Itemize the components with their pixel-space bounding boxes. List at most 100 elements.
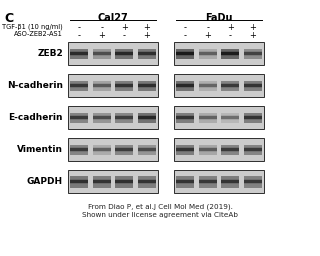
Bar — [115, 57, 133, 59]
Bar — [138, 114, 156, 116]
Bar — [176, 182, 194, 184]
Bar — [93, 82, 111, 84]
Bar — [199, 145, 217, 146]
Bar — [176, 180, 194, 182]
Bar — [70, 89, 88, 91]
Bar — [93, 50, 111, 52]
Bar — [244, 186, 262, 188]
Bar — [221, 177, 239, 179]
Bar — [176, 81, 194, 82]
Bar — [199, 114, 217, 116]
Bar — [221, 183, 239, 185]
Bar — [115, 50, 133, 52]
Bar — [176, 113, 194, 114]
Bar — [138, 87, 156, 88]
Bar — [70, 86, 88, 87]
Text: +: + — [121, 23, 128, 32]
Bar — [138, 54, 156, 55]
Bar — [176, 145, 194, 146]
Bar — [176, 87, 194, 88]
Text: -: - — [123, 31, 126, 40]
Bar — [221, 182, 239, 184]
Bar — [176, 116, 194, 118]
Bar — [93, 186, 111, 188]
Bar — [93, 87, 111, 88]
Bar — [115, 55, 133, 56]
Bar — [221, 52, 239, 54]
Bar — [115, 51, 133, 53]
Bar — [70, 55, 88, 56]
Bar — [93, 151, 111, 152]
Bar — [221, 81, 239, 82]
Bar — [199, 121, 217, 123]
Bar — [244, 118, 262, 119]
Bar — [115, 121, 133, 123]
Bar — [244, 56, 262, 58]
Bar — [68, 170, 158, 193]
Bar — [244, 113, 262, 114]
Bar — [176, 186, 194, 188]
Bar — [93, 182, 111, 184]
Bar — [70, 177, 88, 179]
Bar — [176, 57, 194, 59]
Bar — [68, 138, 158, 161]
Bar — [176, 119, 194, 120]
Bar — [221, 153, 239, 155]
Bar — [199, 115, 217, 117]
Bar — [199, 186, 217, 188]
Bar — [244, 81, 262, 82]
Bar — [115, 83, 133, 85]
Bar — [115, 114, 133, 116]
Bar — [138, 184, 156, 186]
Bar — [176, 52, 194, 54]
Bar — [138, 179, 156, 180]
Bar — [115, 81, 133, 82]
Bar — [93, 115, 111, 117]
Text: +: + — [143, 23, 150, 32]
Bar — [138, 120, 156, 122]
Bar — [93, 184, 111, 186]
Bar — [115, 180, 133, 182]
Bar — [93, 84, 111, 86]
Bar — [244, 114, 262, 116]
Bar — [176, 151, 194, 152]
Bar — [221, 151, 239, 152]
Bar — [115, 118, 133, 119]
Bar — [115, 177, 133, 179]
Bar — [138, 113, 156, 114]
Bar — [93, 86, 111, 87]
Bar — [115, 182, 133, 184]
Bar — [221, 87, 239, 88]
Bar — [199, 120, 217, 122]
Bar — [221, 147, 239, 149]
Bar — [244, 179, 262, 180]
Bar — [68, 42, 158, 65]
Bar — [176, 56, 194, 58]
Bar — [221, 55, 239, 56]
Bar — [93, 180, 111, 182]
Bar — [176, 150, 194, 151]
Bar — [176, 114, 194, 116]
Bar — [70, 81, 88, 82]
Bar — [93, 88, 111, 90]
Bar — [70, 179, 88, 180]
Bar — [221, 116, 239, 118]
Bar — [221, 186, 239, 188]
Bar — [244, 115, 262, 117]
Bar — [176, 184, 194, 186]
Text: -: - — [184, 23, 187, 32]
Bar — [70, 57, 88, 59]
Bar — [93, 183, 111, 185]
Bar — [115, 84, 133, 86]
Bar — [93, 150, 111, 151]
Bar — [244, 146, 262, 148]
Bar — [244, 57, 262, 59]
Bar — [174, 74, 264, 97]
Bar — [115, 145, 133, 146]
Bar — [244, 183, 262, 185]
Bar — [115, 183, 133, 185]
Text: N-cadherin: N-cadherin — [7, 81, 63, 90]
Bar — [199, 152, 217, 154]
Bar — [199, 82, 217, 84]
Bar — [93, 52, 111, 54]
